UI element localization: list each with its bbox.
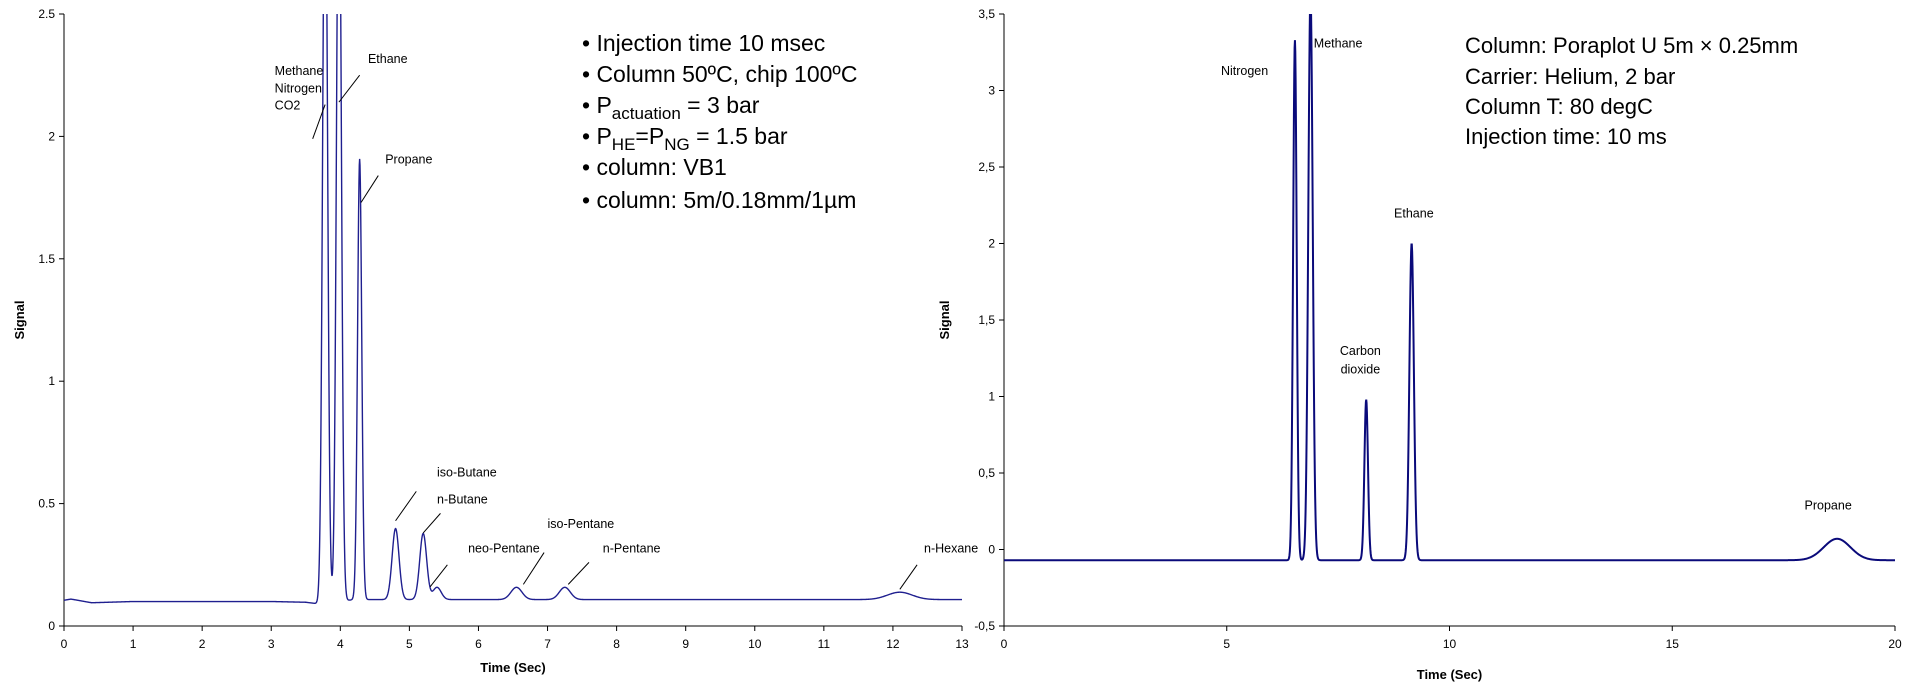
right-y-tick-label: 2 bbox=[988, 237, 995, 251]
left-x-tick-label: 3 bbox=[268, 637, 275, 651]
left-x-tick-label: 1 bbox=[130, 637, 137, 651]
left-peak-label: CO2 bbox=[275, 98, 301, 112]
right-info-box: Column: Poraplot U 5m × 0.25mm Carrier: … bbox=[1465, 33, 1798, 149]
right-y-tick-label: 1,5 bbox=[978, 313, 995, 327]
right-y-tick-label: 2,5 bbox=[978, 160, 995, 174]
left-annotation-pointer bbox=[338, 74, 361, 103]
right-y-tick-label: -0,5 bbox=[974, 619, 995, 633]
right-peak-label: Propane bbox=[1805, 499, 1852, 513]
left-x-axis-label: Time (Sec) bbox=[480, 660, 546, 675]
right-y-tick-label: 3,5 bbox=[978, 7, 995, 21]
left-annotation-pointer bbox=[422, 513, 441, 534]
left-peak-label: neo-Pentane bbox=[468, 542, 540, 556]
left-x-tick-label: 11 bbox=[818, 637, 831, 651]
right-peak-label: dioxide bbox=[1341, 363, 1381, 377]
right-peak-label: Methane bbox=[1314, 37, 1363, 51]
left-x-tick-label: 9 bbox=[682, 637, 689, 651]
left-y-tick-label: 2 bbox=[48, 129, 55, 143]
left-y-tick-label: 1 bbox=[48, 374, 55, 388]
right-y-axis-label: Signal bbox=[937, 300, 952, 339]
left-y-tick-label: 2.5 bbox=[38, 7, 55, 21]
left-x-tick-label: 0 bbox=[61, 637, 68, 651]
left-x-tick-label: 10 bbox=[748, 637, 762, 651]
left-info-actuation: • Pactuation = 3 bar bbox=[582, 92, 760, 123]
left-info-injection: • Injection time 10 msec bbox=[582, 30, 825, 56]
right-x-tick-label: 0 bbox=[1001, 637, 1008, 651]
left-series-line bbox=[64, 14, 962, 604]
right-info-temperature: Column T: 80 degC bbox=[1465, 94, 1653, 119]
left-x-tick-label: 5 bbox=[406, 637, 413, 651]
right-info-carrier: Carrier: Helium, 2 bar bbox=[1465, 64, 1675, 89]
left-x-tick-label: 8 bbox=[613, 637, 620, 651]
left-peak-label: Ethane bbox=[368, 52, 408, 66]
right-peak-label: Nitrogen bbox=[1221, 64, 1268, 78]
left-peak-label: n-Hexane bbox=[924, 542, 978, 556]
left-peak-label: Methane bbox=[275, 64, 324, 78]
left-info-column-temp: • Column 50ºC, chip 100ºC bbox=[582, 61, 857, 87]
right-x-tick-label: 5 bbox=[1223, 637, 1230, 651]
right-x-tick-label: 10 bbox=[1443, 637, 1457, 651]
left-peak-label: n-Butane bbox=[437, 493, 488, 507]
left-x-tick-label: 4 bbox=[337, 637, 344, 651]
left-annotation-pointer bbox=[567, 562, 590, 585]
right-x-axis-label: Time (Sec) bbox=[1417, 667, 1483, 682]
right-y-tick-label: 0,5 bbox=[978, 466, 995, 480]
left-info-pressure: • PHE=PNG = 1.5 bar bbox=[582, 123, 788, 154]
right-peak-label: Carbon bbox=[1340, 344, 1381, 358]
left-peak-label: n-Pentane bbox=[603, 542, 661, 556]
left-peak-label: Nitrogen bbox=[275, 81, 322, 95]
left-y-tick-label: 1.5 bbox=[38, 252, 55, 266]
left-info-box: • Injection time 10 msec • Column 50ºC, … bbox=[582, 30, 857, 213]
right-series-line bbox=[1004, 14, 1895, 562]
right-x-tick-label: 15 bbox=[1666, 637, 1680, 651]
left-y-tick-label: 0.5 bbox=[38, 497, 55, 511]
left-x-tick-label: 6 bbox=[475, 637, 482, 651]
left-annotation-pointer bbox=[522, 552, 545, 585]
left-annotation-pointer bbox=[429, 564, 448, 588]
left-annotation-pointer bbox=[395, 491, 417, 522]
left-annotation-pointer bbox=[312, 104, 326, 140]
left-x-tick-label: 2 bbox=[199, 637, 206, 651]
right-peak-label: Ethane bbox=[1394, 206, 1434, 220]
left-peak-label: iso-Pentane bbox=[548, 517, 615, 531]
right-info-injection: Injection time: 10 ms bbox=[1465, 124, 1667, 149]
right-info-column: Column: Poraplot U 5m × 0.25mm bbox=[1465, 33, 1798, 58]
left-annotation-pointer bbox=[899, 564, 918, 590]
right-x-tick-label: 20 bbox=[1888, 637, 1902, 651]
left-info-column-type: • column: VB1 bbox=[582, 154, 727, 180]
right-y-tick-label: 3 bbox=[988, 84, 995, 98]
left-x-tick-label: 12 bbox=[886, 637, 900, 651]
left-y-tick-label: 0 bbox=[48, 619, 55, 633]
right-y-tick-label: 1 bbox=[988, 390, 995, 404]
left-x-tick-label: 7 bbox=[544, 637, 551, 651]
right-chart: 0 5 10 15 20 -0,5 0 0,5 1 1,5 2 2,5 3 3,5 Time (Sec) Si… bbox=[937, 7, 1902, 682]
left-peak-label: Propane bbox=[385, 152, 432, 166]
left-annotation-pointer bbox=[360, 175, 379, 203]
right-y-tick-label: 0 bbox=[988, 543, 995, 557]
left-y-axis-label: Signal bbox=[12, 300, 27, 339]
left-info-column-dims: • column: 5m/0.18mm/1µm bbox=[582, 187, 856, 213]
left-x-tick-label: 13 bbox=[955, 637, 969, 651]
left-peak-label: iso-Butane bbox=[437, 466, 497, 480]
